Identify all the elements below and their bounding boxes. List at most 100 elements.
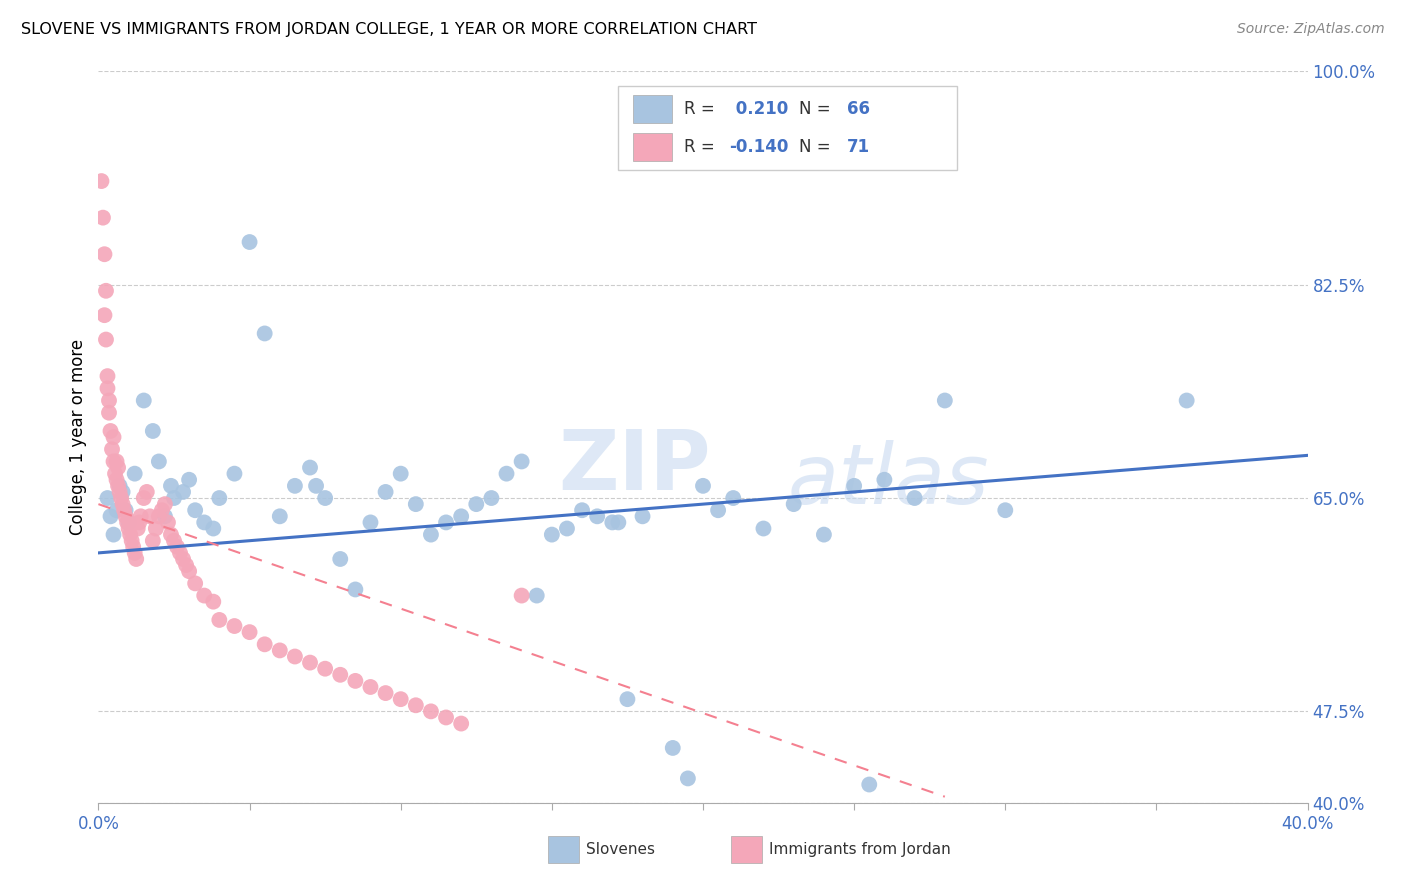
Point xyxy=(166,540,188,554)
Point xyxy=(434,516,457,530)
Point xyxy=(405,698,427,713)
Point xyxy=(94,284,117,298)
Point xyxy=(481,491,503,505)
Point xyxy=(360,680,382,694)
Point xyxy=(179,473,201,487)
Bar xyxy=(633,95,672,122)
Point xyxy=(193,516,215,530)
Point xyxy=(602,516,624,530)
Point xyxy=(103,454,125,468)
Point xyxy=(465,497,488,511)
Point xyxy=(160,527,183,541)
Point xyxy=(314,662,336,676)
Point xyxy=(121,533,143,548)
Point xyxy=(163,491,186,505)
Point xyxy=(389,692,412,706)
Point xyxy=(150,503,173,517)
Point xyxy=(692,479,714,493)
Point xyxy=(420,704,443,718)
Point xyxy=(100,424,122,438)
Text: Slovenes: Slovenes xyxy=(586,842,655,856)
Point xyxy=(374,686,396,700)
Point xyxy=(118,521,141,535)
Text: Immigrants from Jordan: Immigrants from Jordan xyxy=(769,842,950,856)
Point xyxy=(105,473,128,487)
Point xyxy=(631,509,654,524)
Point xyxy=(344,673,367,688)
Text: R =: R = xyxy=(683,100,720,118)
Point xyxy=(153,497,176,511)
Point xyxy=(114,503,136,517)
Point xyxy=(571,503,593,517)
Point xyxy=(153,509,176,524)
Point xyxy=(858,778,880,792)
Point xyxy=(450,509,472,524)
Text: atlas: atlas xyxy=(787,441,990,522)
Point xyxy=(405,497,427,511)
Point xyxy=(93,308,115,322)
Point xyxy=(752,521,775,535)
Point xyxy=(374,485,396,500)
Point xyxy=(202,594,225,608)
Point xyxy=(108,485,131,500)
Point xyxy=(305,479,328,493)
Point xyxy=(169,546,191,560)
Point xyxy=(555,521,578,535)
Point xyxy=(96,369,118,384)
Point xyxy=(129,509,152,524)
Text: Source: ZipAtlas.com: Source: ZipAtlas.com xyxy=(1237,22,1385,37)
Point xyxy=(98,393,121,408)
Point xyxy=(127,521,149,535)
Point xyxy=(110,491,132,505)
Point xyxy=(90,174,112,188)
Point xyxy=(299,460,322,475)
Point xyxy=(145,521,167,535)
Point xyxy=(125,552,148,566)
Point xyxy=(174,558,197,573)
Point xyxy=(360,516,382,530)
FancyBboxPatch shape xyxy=(619,86,957,170)
Point xyxy=(142,533,165,548)
Point xyxy=(122,540,145,554)
Point xyxy=(105,454,128,468)
Point xyxy=(172,552,194,566)
Point xyxy=(103,430,125,444)
Text: 0.210: 0.210 xyxy=(730,100,787,118)
Point xyxy=(118,516,141,530)
Point xyxy=(607,516,630,530)
Point xyxy=(148,454,170,468)
Point xyxy=(100,509,122,524)
Point xyxy=(105,503,128,517)
Point xyxy=(108,479,131,493)
Text: 71: 71 xyxy=(846,138,870,156)
Point xyxy=(128,516,150,530)
Text: N =: N = xyxy=(799,100,835,118)
Point xyxy=(934,393,956,408)
Point xyxy=(114,509,136,524)
Point xyxy=(224,619,246,633)
Point xyxy=(142,424,165,438)
Point xyxy=(813,527,835,541)
Point xyxy=(93,247,115,261)
Point xyxy=(139,509,162,524)
Point xyxy=(184,503,207,517)
Point xyxy=(120,527,142,541)
Point xyxy=(239,235,262,249)
Point xyxy=(707,503,730,517)
Point xyxy=(160,479,183,493)
Point xyxy=(510,454,533,468)
Point xyxy=(676,772,699,786)
Point xyxy=(208,613,231,627)
Point xyxy=(329,552,352,566)
Point xyxy=(104,467,127,481)
Point xyxy=(420,527,443,541)
Point xyxy=(184,576,207,591)
Point xyxy=(91,211,114,225)
Point xyxy=(434,710,457,724)
Point xyxy=(314,491,336,505)
Point xyxy=(132,491,155,505)
Text: ZIP: ZIP xyxy=(558,425,710,507)
Point xyxy=(179,564,201,578)
Point xyxy=(329,667,352,681)
Point xyxy=(844,479,866,493)
